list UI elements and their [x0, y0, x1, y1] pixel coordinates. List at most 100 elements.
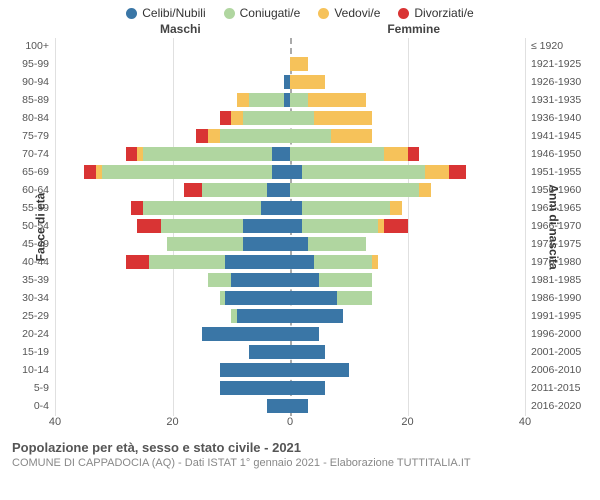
age-row: 40-441976-1980: [55, 254, 525, 272]
bar-segment: [290, 237, 308, 251]
age-label: 35-39: [22, 274, 49, 286]
x-tick: 40: [49, 416, 61, 428]
bar-segment: [290, 381, 325, 395]
age-label: 25-29: [22, 310, 49, 322]
bar-segment: [384, 147, 408, 161]
bar-segment: [290, 75, 325, 89]
bar-female: [290, 219, 408, 233]
bar-segment: [308, 237, 367, 251]
x-tick: 20: [401, 416, 413, 428]
birth-label: 1926-1930: [531, 76, 581, 88]
bar-segment: [249, 93, 284, 107]
bar-male: [208, 273, 290, 287]
legend-label: Vedovi/e: [334, 6, 380, 20]
legend-swatch: [126, 8, 137, 19]
bar-male: [231, 309, 290, 323]
bar-segment: [384, 219, 408, 233]
age-row: 60-641956-1960: [55, 182, 525, 200]
legend-item: Coniugati/e: [224, 6, 301, 20]
bar-segment: [237, 309, 290, 323]
bar-segment: [208, 273, 232, 287]
plot-area: Fasce di età Anni di nascita 100+≤ 19209…: [0, 38, 600, 416]
bar-segment: [202, 327, 290, 341]
bar-segment: [314, 111, 373, 125]
bar-female: [290, 363, 349, 377]
age-row: 65-691951-1955: [55, 164, 525, 182]
bar-segment: [272, 147, 290, 161]
bar-female: [290, 201, 402, 215]
bar-segment: [372, 255, 378, 269]
bar-segment: [249, 345, 290, 359]
legend-swatch: [398, 8, 409, 19]
legend-label: Divorziati/e: [414, 6, 473, 20]
bar-segment: [84, 165, 96, 179]
bar-male: [237, 93, 290, 107]
bar-male: [267, 399, 291, 413]
bar-male: [126, 147, 291, 161]
bar-segment: [314, 255, 373, 269]
chart-title: Popolazione per età, sesso e stato civil…: [12, 440, 600, 455]
birth-label: 1951-1955: [531, 166, 581, 178]
bar-segment: [261, 201, 290, 215]
bar-segment: [290, 129, 331, 143]
bar-female: [290, 75, 325, 89]
birth-label: 1956-1960: [531, 184, 581, 196]
chart-subtitle: COMUNE DI CAPPADOCIA (AQ) - Dati ISTAT 1…: [12, 457, 600, 469]
birth-label: 1986-1990: [531, 292, 581, 304]
bar-segment: [220, 381, 291, 395]
bar-male: [167, 237, 290, 251]
bar-segment: [272, 165, 290, 179]
birth-label: 1981-1985: [531, 274, 581, 286]
bar-segment: [290, 291, 337, 305]
age-label: 20-24: [22, 328, 49, 340]
age-label: 40-44: [22, 256, 49, 268]
age-label: 75-79: [22, 130, 49, 142]
bar-segment: [302, 219, 378, 233]
bar-female: [290, 345, 325, 359]
bar-segment: [225, 255, 290, 269]
age-row: 10-142006-2010: [55, 362, 525, 380]
bar-male: [202, 327, 290, 341]
age-row: 75-791941-1945: [55, 128, 525, 146]
age-label: 85-89: [22, 94, 49, 106]
bar-female: [290, 237, 366, 251]
header-female: Femmine: [387, 22, 440, 36]
bar-segment: [243, 237, 290, 251]
bar-female: [290, 399, 308, 413]
age-row: 70-741946-1950: [55, 146, 525, 164]
bar-segment: [331, 129, 372, 143]
bar-segment: [290, 201, 302, 215]
bar-female: [290, 165, 466, 179]
legend-label: Coniugati/e: [240, 6, 301, 20]
age-row: 35-391981-1985: [55, 272, 525, 290]
bar-segment: [225, 291, 290, 305]
bar-segment: [167, 237, 243, 251]
bar-segment: [220, 111, 232, 125]
bar-segment: [425, 165, 449, 179]
bar-female: [290, 291, 372, 305]
bar-male: [249, 345, 290, 359]
age-row: 100+≤ 1920: [55, 38, 525, 56]
bar-segment: [220, 129, 291, 143]
bar-segment: [290, 309, 343, 323]
gridline: [525, 38, 526, 416]
bar-segment: [290, 255, 314, 269]
bar-female: [290, 147, 419, 161]
birth-label: 1976-1980: [531, 256, 581, 268]
bar-female: [290, 111, 372, 125]
age-label: 70-74: [22, 148, 49, 160]
legend-item: Vedovi/e: [318, 6, 380, 20]
bar-segment: [408, 147, 420, 161]
bar-segment: [184, 183, 202, 197]
age-row: 80-841936-1940: [55, 110, 525, 128]
bar-segment: [231, 273, 290, 287]
bar-segment: [449, 165, 467, 179]
gender-headers: Maschi Femmine: [0, 22, 600, 38]
x-tick: 20: [166, 416, 178, 428]
bar-segment: [290, 111, 314, 125]
bar-male: [131, 201, 290, 215]
bar-segment: [267, 183, 291, 197]
legend-item: Celibi/Nubili: [126, 6, 205, 20]
age-label: 55-59: [22, 202, 49, 214]
bar-segment: [102, 165, 272, 179]
